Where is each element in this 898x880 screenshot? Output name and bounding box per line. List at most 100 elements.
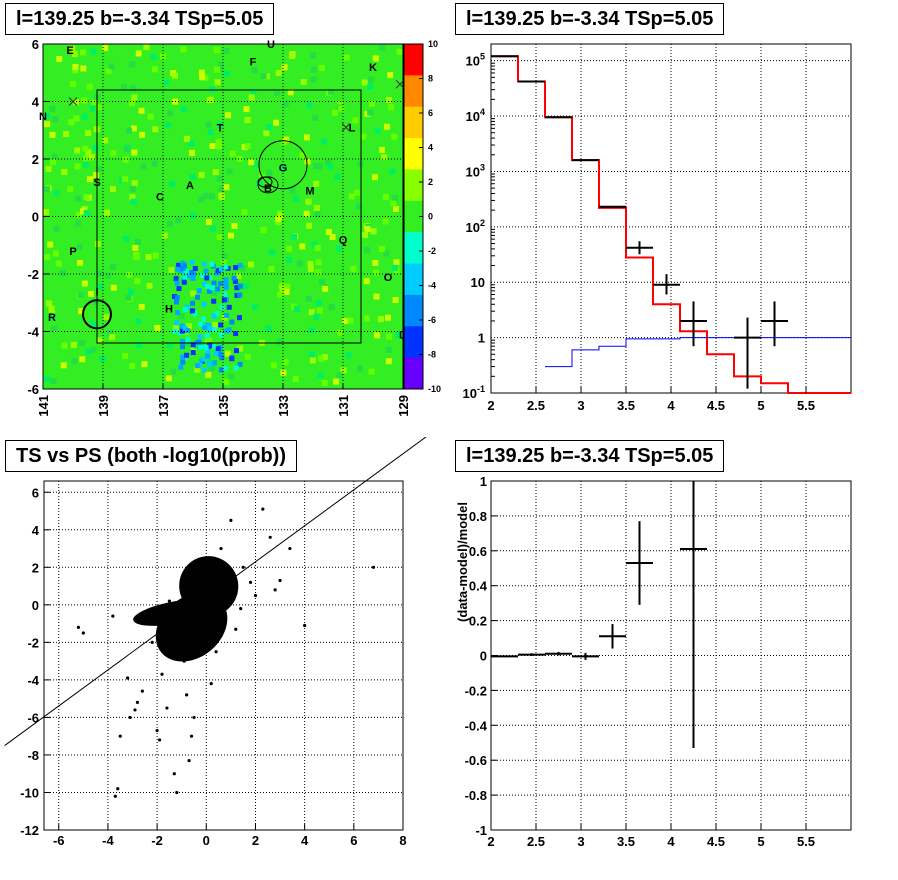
map-pixel <box>49 131 56 138</box>
map-pixel <box>296 260 303 267</box>
y-tick-label: -6 <box>27 382 39 397</box>
map-pixel <box>312 114 319 121</box>
scatter-point <box>234 627 238 631</box>
map-pixel <box>308 309 315 316</box>
map-pixel <box>342 317 349 324</box>
y-tick-label: -0.8 <box>465 788 487 803</box>
map-pixel <box>286 257 293 264</box>
map-pixel <box>213 66 220 73</box>
x-tick-label: 137 <box>156 395 171 417</box>
map-pixel <box>364 225 371 232</box>
colorbar-swatch <box>404 263 423 296</box>
map-pixel <box>205 121 212 128</box>
map-pixel <box>135 50 142 57</box>
map-pixel-negative <box>232 278 238 284</box>
map-pixel <box>53 225 60 232</box>
map-pixel-negative <box>218 266 224 272</box>
map-pixel <box>356 365 363 372</box>
map-pixel <box>337 101 344 108</box>
colorbar-tick-label: 2 <box>428 177 433 187</box>
map-pixel <box>43 209 50 216</box>
map-pixel <box>134 278 141 285</box>
map-pixel-negative <box>198 345 204 351</box>
map-pixel <box>293 305 300 312</box>
map-pixel-negative <box>234 292 240 298</box>
map-pixel <box>183 135 190 142</box>
map-pixel <box>45 165 52 172</box>
map-pixel <box>303 134 310 141</box>
colorbar-swatch <box>404 75 423 108</box>
map-pixel <box>79 49 86 56</box>
map-pixel <box>384 314 391 321</box>
map-pixel-negative <box>180 359 186 365</box>
map-pixel-negative <box>207 361 213 367</box>
map-pixel <box>276 338 283 345</box>
map-pixel-negative <box>194 363 200 369</box>
map-pixel-negative <box>175 310 181 316</box>
roi-box <box>96 89 362 344</box>
source-label-F: F <box>250 56 257 68</box>
map-pixel-negative <box>180 344 186 350</box>
map-pixel <box>362 231 369 238</box>
map-pixel <box>72 67 79 74</box>
map-pixel <box>279 285 286 292</box>
map-pixel <box>76 259 83 266</box>
map-pixel-negative <box>223 277 229 283</box>
source-circle <box>82 299 112 330</box>
map-pixel <box>218 186 225 193</box>
map-pixel <box>215 138 222 145</box>
map-pixel <box>72 63 79 70</box>
map-pixel-negative <box>204 283 210 289</box>
map-pixel-negative <box>184 352 190 358</box>
colorbar-tick-label: 8 <box>428 74 433 84</box>
y-tick-label: 0 <box>32 210 39 225</box>
map-pixel <box>360 133 367 140</box>
map-pixel-negative <box>223 264 229 270</box>
map-pixel <box>363 278 370 285</box>
source-label-K: K <box>369 62 377 74</box>
map-pixel <box>326 229 333 236</box>
map-pixel <box>47 241 54 248</box>
source-label-I: I <box>95 286 98 298</box>
map-pixel <box>130 125 137 132</box>
map-pixel <box>292 195 299 202</box>
map-pixel <box>105 67 112 74</box>
map-pixel <box>370 228 377 235</box>
map-pixel-negative <box>204 333 210 339</box>
map-pixel <box>348 193 355 200</box>
map-pixel-negative <box>223 285 229 291</box>
map-pixel <box>109 334 116 341</box>
scatter-point <box>278 578 282 583</box>
map-pixel <box>49 159 56 166</box>
y-tick-label: -8 <box>27 748 39 763</box>
map-pixel <box>145 253 152 260</box>
map-pixel-negative <box>176 286 182 292</box>
map-pixel <box>389 168 396 175</box>
map-pixel <box>82 161 89 168</box>
map-pixel <box>85 149 92 156</box>
x-tick-label: 4 <box>667 398 675 413</box>
map-pixel <box>76 243 83 250</box>
map-pixel <box>199 74 206 81</box>
map-pixel-negative <box>201 316 207 322</box>
map-pixel <box>288 53 295 60</box>
map-pixel <box>178 313 185 320</box>
y-tick-label: -4 <box>27 325 39 340</box>
map-pixel <box>74 163 81 170</box>
map-pixel-negative <box>233 331 239 337</box>
map-pixel <box>354 189 361 196</box>
map-pixel <box>336 372 343 379</box>
map-pixel <box>79 356 86 363</box>
map-pixel <box>122 156 129 163</box>
map-pixel <box>237 345 244 352</box>
map-pixel <box>379 146 386 153</box>
map-pixel <box>220 258 227 265</box>
map-pixel <box>106 330 113 337</box>
map-pixel <box>217 121 224 128</box>
skymap-panel: E U F K N T L S G A B M C Q P O I H R D 6 4 2 0 -2 -4 -6 141 139 137 1… <box>0 0 449 437</box>
map-pixel <box>166 342 173 349</box>
x-tick-label: 2 <box>487 398 494 413</box>
colorbar-swatch <box>404 326 423 359</box>
map-pixel-negative <box>233 265 239 271</box>
map-pixel <box>321 138 328 145</box>
